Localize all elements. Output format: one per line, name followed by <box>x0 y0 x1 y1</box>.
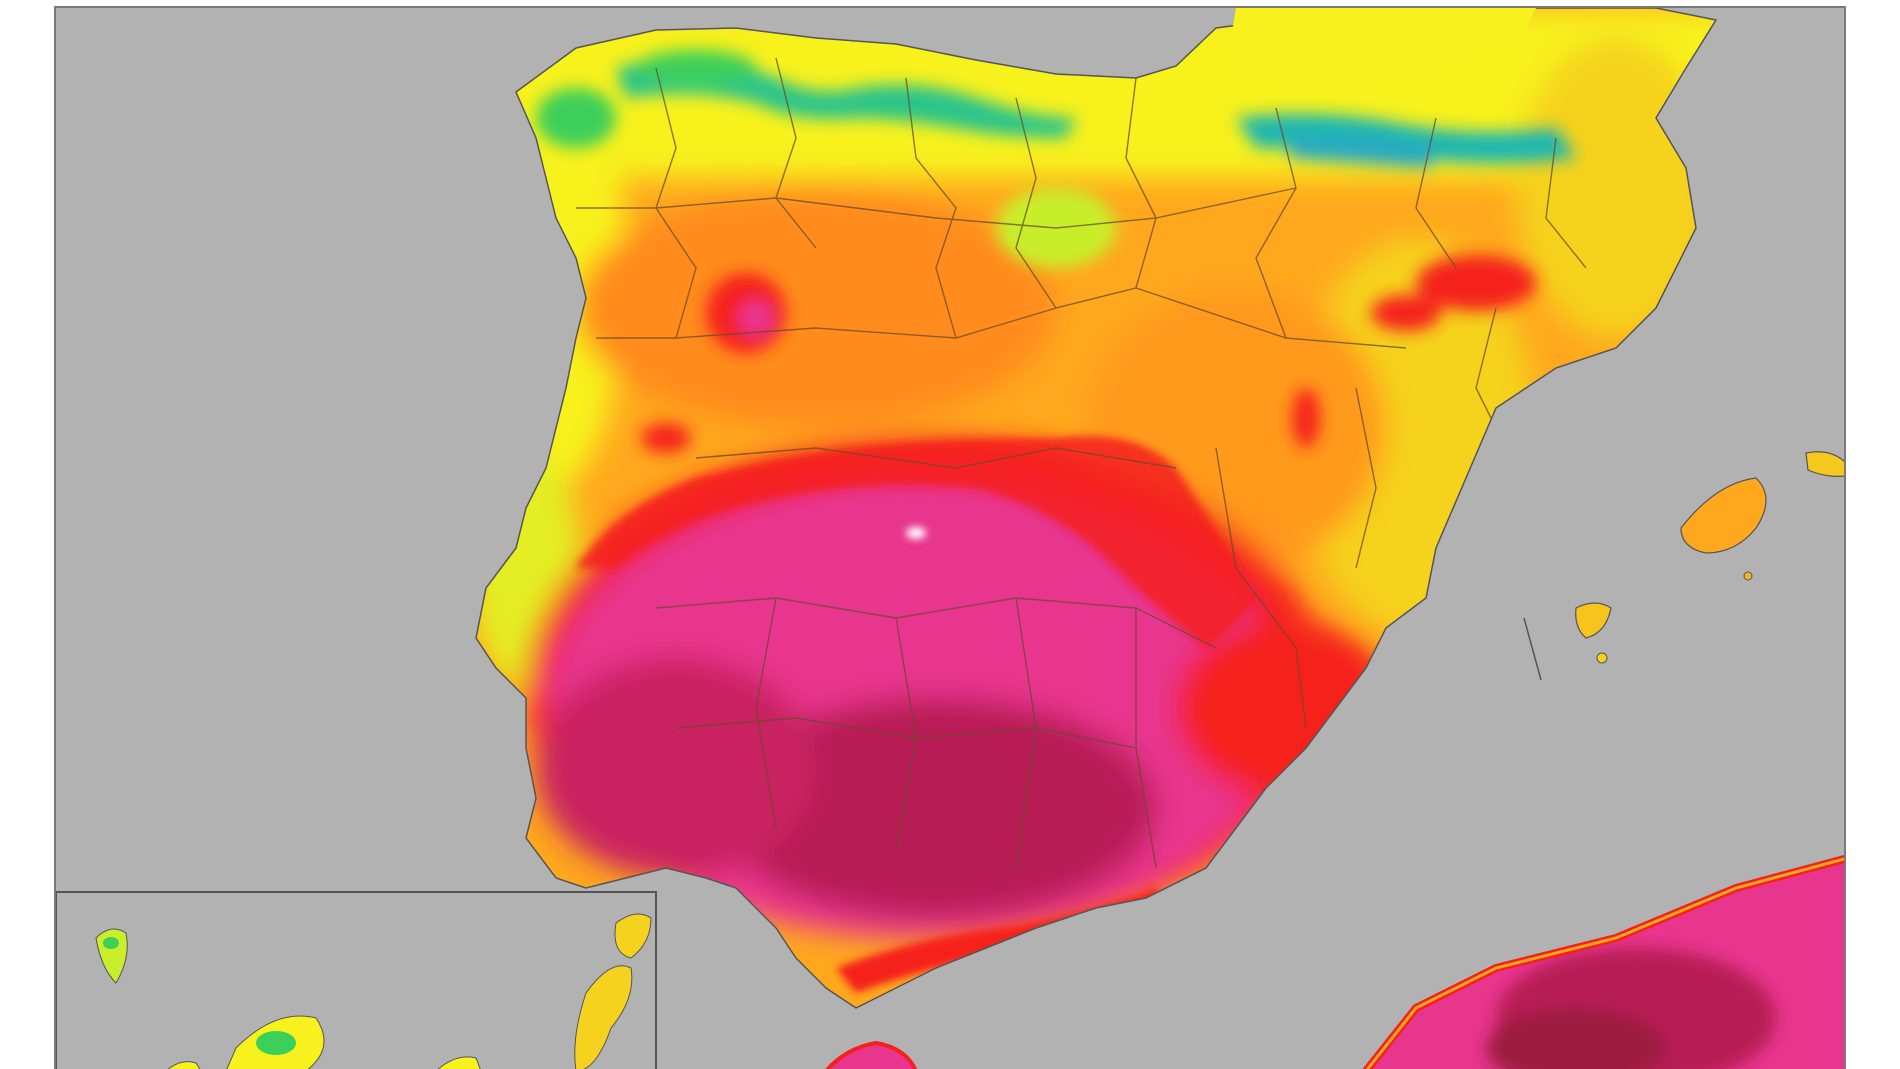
balearic-islands <box>1523 451 1844 681</box>
france-region <box>1226 8 1536 88</box>
temperature-map-canvas <box>56 8 1844 1069</box>
canary-islands-inset <box>56 891 657 1069</box>
province-boundaries <box>576 57 1587 869</box>
temperature-map <box>54 6 1846 1069</box>
